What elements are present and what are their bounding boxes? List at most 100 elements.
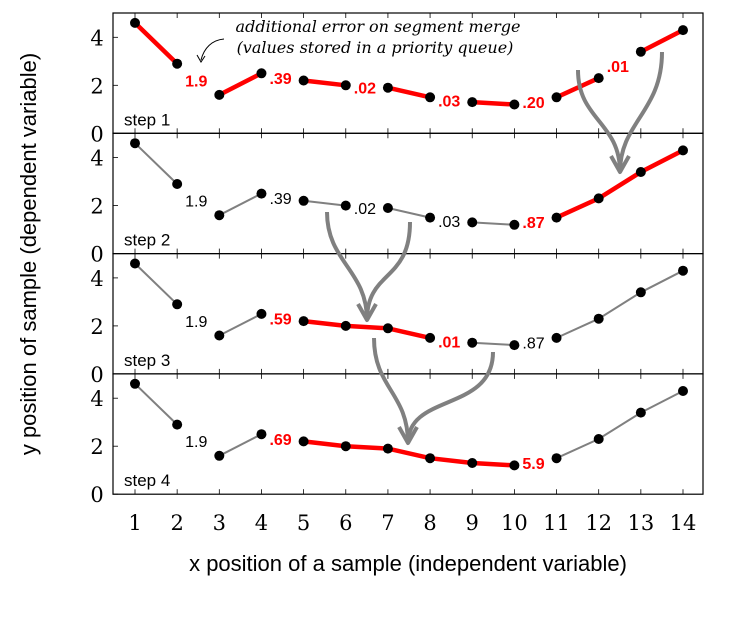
- data-point: [425, 92, 436, 103]
- segment-line: [218, 192, 262, 217]
- data-point: [298, 75, 309, 86]
- data-point: [593, 73, 604, 84]
- data-point: [382, 443, 393, 454]
- data-point: [382, 323, 393, 334]
- x-tick-label: 11: [543, 511, 570, 535]
- merge-cost-label: .87: [522, 215, 544, 232]
- y-tick-label: 0: [90, 483, 103, 507]
- data-point: [172, 419, 183, 430]
- merge-cost-label: .03: [438, 94, 460, 111]
- data-point: [509, 219, 520, 230]
- step-label: step 4: [124, 471, 170, 490]
- data-point: [593, 434, 604, 444]
- data-point: [256, 188, 267, 199]
- data-point: [256, 429, 267, 440]
- panel-2: 0 2 4 1.9 .39 .02 .03 .87 step 2: [90, 132, 704, 267]
- data-point: [678, 25, 688, 36]
- panel-3: 0 2 4 1.9 .59 .01 .87 step 3: [90, 253, 704, 387]
- data-point: [467, 458, 478, 468]
- y-tick-label: 2: [90, 315, 103, 339]
- x-tick-label: 4: [255, 511, 268, 535]
- merge-cost-label: .69: [269, 432, 291, 449]
- x-axis-label: x position of a sample (independent vari…: [189, 551, 627, 576]
- merge-arrowhead-icon: [609, 155, 631, 174]
- step-label: step 3: [124, 351, 170, 370]
- data-point: [214, 89, 225, 100]
- merge-cost-label: .59: [269, 312, 291, 329]
- segment-line: [134, 142, 178, 185]
- merge-arrowhead-icon: [356, 303, 378, 322]
- segment-line: [218, 433, 262, 457]
- data-point: [678, 265, 688, 276]
- data-point: [340, 441, 351, 452]
- data-point: [593, 313, 604, 324]
- segment-line: [218, 71, 263, 97]
- data-point: [214, 450, 225, 461]
- y-tick-label: 4: [90, 387, 103, 411]
- segment-line: [556, 390, 684, 460]
- merge-arrow-path: [372, 337, 410, 444]
- annotation-arrowhead: [196, 54, 206, 63]
- segment-line: [555, 148, 685, 220]
- data-point: [467, 97, 478, 108]
- merge-cost-label: .39: [269, 71, 291, 88]
- merge-cost-label: .02: [354, 81, 376, 98]
- y-tick-label: 4: [90, 26, 103, 50]
- data-point: [130, 258, 140, 269]
- merge-cost-label: .39: [269, 191, 291, 208]
- merge-cost-label: .20: [522, 95, 544, 112]
- segment-line: [472, 221, 515, 226]
- x-tick-label: 1: [128, 511, 141, 535]
- data-point: [130, 378, 140, 389]
- y-tick-label: 2: [90, 435, 103, 459]
- data-point: [298, 195, 309, 206]
- data-point: [256, 68, 267, 79]
- data-point: [382, 82, 393, 93]
- merge-cost-label: .01: [438, 334, 460, 351]
- data-point: [678, 145, 688, 156]
- merge-cost-label: .01: [607, 59, 629, 76]
- segment-line: [639, 28, 685, 54]
- segment-line: [303, 439, 515, 468]
- data-point: [298, 316, 309, 327]
- segment-line: [134, 262, 178, 306]
- y-tick-label: 0: [90, 363, 103, 387]
- x-tick-label: 12: [585, 511, 612, 535]
- segment-line: [134, 383, 178, 426]
- merge-cost-label: .03: [438, 214, 460, 231]
- data-point: [256, 308, 267, 319]
- x-tick-label: 3: [213, 511, 226, 535]
- data-point: [298, 436, 309, 447]
- segment-line: [472, 99, 515, 107]
- segment-line: [387, 85, 431, 100]
- merge-cost-label: 5.9: [522, 456, 544, 473]
- merge-cost-label: 1.9: [185, 314, 207, 331]
- segment-line: [556, 269, 684, 339]
- y-tick-label: 2: [90, 74, 103, 98]
- segment-line: [303, 78, 347, 88]
- segment-line: [387, 207, 431, 219]
- merge-cost-label: 1.9: [185, 73, 207, 90]
- merge-cost-label: .87: [522, 336, 544, 353]
- data-point: [509, 99, 520, 110]
- data-point: [425, 332, 436, 343]
- panel-frame: [112, 373, 704, 495]
- data-point: [130, 17, 140, 28]
- segment-line: [472, 341, 515, 347]
- data-point: [635, 287, 646, 298]
- data-point: [172, 299, 183, 310]
- data-point: [467, 217, 478, 228]
- data-point: [678, 386, 688, 396]
- data-point: [635, 46, 646, 57]
- data-point: [593, 193, 604, 204]
- x-tick-label: 2: [170, 511, 183, 535]
- segment-line: [555, 76, 600, 100]
- segment-line: [303, 199, 346, 207]
- y-tick-label: 0: [90, 122, 103, 146]
- data-point: [551, 212, 562, 223]
- merge-arrow-path: [576, 69, 622, 173]
- x-tick-label: 14: [670, 511, 697, 535]
- data-point: [172, 179, 183, 189]
